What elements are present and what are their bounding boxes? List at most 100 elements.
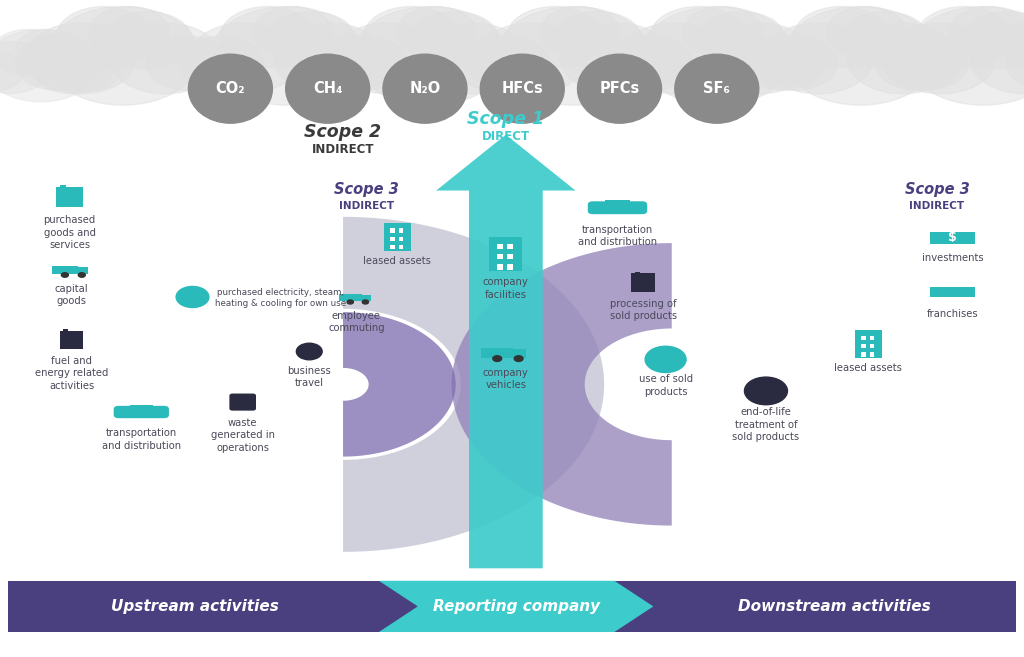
- Bar: [513, 349, 526, 358]
- Text: N₂O: N₂O: [410, 81, 440, 96]
- Text: fuel and
energy related
activities: fuel and energy related activities: [35, 356, 109, 391]
- Circle shape: [826, 7, 906, 58]
- Circle shape: [89, 7, 169, 58]
- Text: business
travel: business travel: [288, 366, 331, 388]
- Ellipse shape: [188, 55, 272, 124]
- Circle shape: [840, 11, 930, 69]
- Circle shape: [220, 7, 315, 68]
- Circle shape: [560, 23, 671, 94]
- Circle shape: [26, 23, 136, 94]
- Circle shape: [847, 23, 957, 94]
- Circle shape: [417, 23, 527, 94]
- Bar: [869, 352, 874, 357]
- Bar: [497, 264, 503, 269]
- Circle shape: [323, 36, 407, 91]
- Circle shape: [916, 7, 1012, 68]
- Text: company
vehicles: company vehicles: [483, 368, 528, 390]
- FancyBboxPatch shape: [114, 406, 169, 419]
- Bar: [508, 264, 513, 269]
- Bar: [56, 187, 83, 208]
- Bar: [861, 344, 865, 348]
- Text: CH₄: CH₄: [313, 81, 342, 96]
- Bar: [508, 254, 513, 260]
- Text: end-of-life
treatment of
sold products: end-of-life treatment of sold products: [732, 407, 800, 442]
- Circle shape: [0, 30, 61, 74]
- Circle shape: [493, 355, 502, 361]
- Circle shape: [466, 36, 551, 91]
- Circle shape: [540, 7, 620, 58]
- Circle shape: [57, 51, 120, 91]
- Circle shape: [696, 11, 786, 69]
- Circle shape: [476, 23, 587, 94]
- Circle shape: [27, 33, 92, 75]
- Circle shape: [61, 273, 69, 277]
- Polygon shape: [343, 166, 604, 552]
- Circle shape: [744, 377, 787, 405]
- Bar: [60, 330, 84, 349]
- Circle shape: [0, 51, 25, 91]
- Circle shape: [78, 273, 85, 277]
- Circle shape: [683, 7, 763, 58]
- Text: INDIRECT: INDIRECT: [311, 143, 375, 156]
- Polygon shape: [379, 581, 653, 632]
- Circle shape: [353, 7, 507, 105]
- Text: company
facilities: company facilities: [483, 277, 528, 300]
- Circle shape: [883, 36, 968, 91]
- Circle shape: [596, 36, 681, 91]
- Text: use of sold
products: use of sold products: [639, 374, 692, 397]
- Text: employee
commuting: employee commuting: [328, 311, 385, 333]
- Bar: [930, 287, 975, 298]
- Bar: [497, 254, 503, 260]
- Bar: [930, 232, 975, 244]
- Bar: [398, 237, 403, 241]
- Bar: [398, 229, 403, 233]
- Circle shape: [396, 7, 476, 58]
- Circle shape: [554, 11, 643, 69]
- Text: $: $: [948, 231, 956, 244]
- Circle shape: [267, 11, 356, 69]
- Text: processing of
sold products: processing of sold products: [609, 299, 677, 321]
- Circle shape: [876, 36, 961, 91]
- Bar: [52, 266, 78, 275]
- Bar: [361, 295, 371, 302]
- Circle shape: [56, 7, 152, 68]
- Bar: [384, 223, 411, 251]
- Bar: [339, 294, 361, 302]
- Circle shape: [309, 36, 394, 91]
- Text: INDIRECT: INDIRECT: [909, 201, 965, 211]
- Text: SF₆: SF₆: [703, 81, 730, 96]
- Circle shape: [886, 23, 996, 94]
- Text: CO₂: CO₂: [216, 81, 245, 96]
- Text: HFCs: HFCs: [502, 81, 543, 96]
- Circle shape: [609, 36, 694, 91]
- Circle shape: [333, 23, 443, 94]
- Bar: [861, 352, 865, 357]
- Text: transportation
and distribution: transportation and distribution: [578, 225, 657, 247]
- Text: purchased electricity, steam,
heating & cooling for own use: purchased electricity, steam, heating & …: [215, 288, 346, 308]
- Ellipse shape: [578, 55, 662, 124]
- Circle shape: [253, 7, 333, 58]
- Text: purchased
goods and
services: purchased goods and services: [43, 215, 96, 250]
- Text: Upstream activities: Upstream activities: [111, 599, 279, 614]
- Circle shape: [273, 23, 384, 94]
- Ellipse shape: [480, 55, 564, 124]
- Circle shape: [640, 7, 794, 105]
- Circle shape: [110, 23, 220, 94]
- Ellipse shape: [675, 55, 759, 124]
- Ellipse shape: [383, 55, 467, 124]
- Text: PFCs: PFCs: [599, 81, 640, 96]
- Circle shape: [210, 7, 364, 105]
- Text: Scope 1: Scope 1: [467, 110, 545, 128]
- Circle shape: [763, 23, 873, 94]
- Circle shape: [645, 346, 686, 373]
- Circle shape: [507, 7, 602, 68]
- Circle shape: [296, 343, 323, 360]
- Bar: [481, 348, 513, 358]
- Bar: [869, 344, 874, 348]
- Circle shape: [145, 36, 230, 91]
- Circle shape: [362, 300, 369, 304]
- Text: Downstream activities: Downstream activities: [738, 599, 931, 614]
- Bar: [390, 245, 394, 250]
- Circle shape: [620, 23, 730, 94]
- Bar: [8, 581, 1016, 632]
